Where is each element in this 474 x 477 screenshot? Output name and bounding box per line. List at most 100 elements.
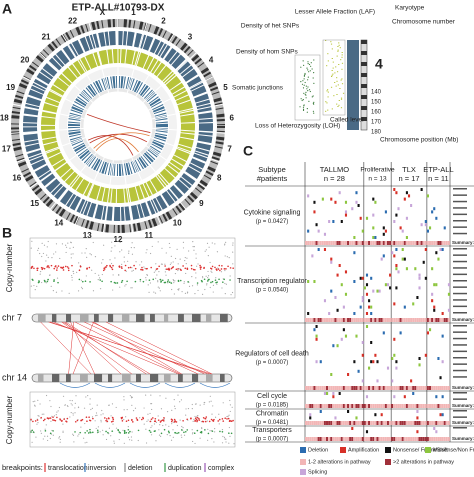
cn-dot <box>207 277 209 279</box>
snp-dot <box>306 108 308 110</box>
cn-dot <box>61 267 64 269</box>
snp-dot <box>304 93 306 95</box>
cn-dot <box>53 415 56 417</box>
ideogram-band <box>108 374 113 382</box>
alteration <box>323 232 327 236</box>
cn-dot <box>101 262 103 264</box>
cn-dot <box>67 405 69 408</box>
alteration <box>393 353 396 357</box>
summary-cell <box>428 241 431 245</box>
cn-dot <box>133 246 135 249</box>
cn-dot <box>134 280 137 283</box>
alteration <box>403 305 406 309</box>
cn-dot <box>207 275 210 277</box>
summary-cell <box>342 318 345 322</box>
cn-dot <box>200 421 203 423</box>
alteration <box>323 392 327 395</box>
cn-dot <box>174 280 176 282</box>
cn-dot <box>121 279 124 282</box>
alteration <box>319 360 322 364</box>
ideogram-band <box>220 374 225 382</box>
alteration <box>344 200 348 204</box>
cn-dot <box>149 412 151 415</box>
alteration <box>313 280 316 283</box>
summary-cell <box>405 421 408 425</box>
snp-dot <box>304 81 306 84</box>
summary-cell <box>311 241 314 245</box>
cn-dot <box>110 250 112 252</box>
summary-cell <box>315 437 318 441</box>
cn-dot <box>207 428 209 430</box>
chromosome-divider <box>16 136 89 163</box>
karyotype-band <box>361 106 367 110</box>
cn-dot <box>160 281 162 283</box>
legend-label: >2 alterations in pathway <box>393 459 454 465</box>
cn-dot <box>167 279 170 281</box>
cn-dot <box>100 414 102 416</box>
cn-dot <box>41 255 43 258</box>
cn-dot <box>113 281 116 284</box>
cn-dot <box>186 429 189 431</box>
cn-dot <box>30 247 32 249</box>
summary-cell <box>330 318 333 322</box>
alteration <box>330 197 333 201</box>
gene-name <box>453 220 467 222</box>
cn-dot <box>103 267 106 269</box>
summary-cell <box>426 241 429 245</box>
cn-dot <box>201 293 204 295</box>
cn-dot <box>43 244 46 246</box>
row-p: (p = 0.0540) <box>256 288 289 294</box>
cn-dot <box>181 291 183 293</box>
cn-dot <box>160 432 163 435</box>
karyotype-band <box>361 62 367 66</box>
laf-track <box>322 39 346 116</box>
ideogram-band <box>150 314 155 322</box>
row-p: (p = 0.0427) <box>256 219 289 225</box>
cn-dot <box>88 419 91 422</box>
cn-dot <box>230 420 232 422</box>
cn-dot <box>171 423 173 425</box>
cn-dot <box>207 270 209 273</box>
laf-bar <box>326 102 328 104</box>
cn-dot <box>53 279 55 281</box>
alteration <box>393 188 396 191</box>
alteration <box>315 334 318 338</box>
summary-cell <box>447 437 450 441</box>
cn-dot <box>118 438 120 441</box>
annotation: Chromosome number <box>392 19 456 26</box>
alteration <box>307 229 310 233</box>
summary-cell <box>370 386 373 390</box>
alteration <box>393 302 396 306</box>
alteration <box>344 270 348 274</box>
cn-dot <box>70 411 72 414</box>
cn-dot <box>31 441 33 443</box>
summary-cell <box>433 437 436 441</box>
cn-dot <box>225 268 227 270</box>
snp-dot <box>312 110 315 112</box>
laf-bar <box>341 78 343 80</box>
summary-cell <box>397 241 400 245</box>
alteration <box>307 280 310 283</box>
summary-cell <box>405 318 408 322</box>
chromosome-label: 8 <box>217 174 222 183</box>
cn-dot <box>170 282 173 284</box>
cn-dot <box>100 421 102 423</box>
summary-cell <box>422 318 425 322</box>
cn-dot <box>185 263 187 265</box>
cn-dot <box>147 413 149 415</box>
cn-dot <box>159 278 162 281</box>
laf-bar <box>337 46 339 47</box>
cn-dot <box>166 280 169 283</box>
cn-dot <box>201 420 204 423</box>
laf-bar <box>341 52 343 53</box>
alteration <box>391 357 394 360</box>
cn-dot <box>218 264 221 267</box>
summary-cell <box>391 318 394 322</box>
summary-cell <box>445 386 448 390</box>
cn-dot <box>111 403 114 405</box>
cn-dot <box>127 432 130 434</box>
alteration <box>359 276 362 280</box>
snp-dot <box>313 72 315 74</box>
cn-dot <box>41 268 44 271</box>
alteration <box>370 276 373 280</box>
